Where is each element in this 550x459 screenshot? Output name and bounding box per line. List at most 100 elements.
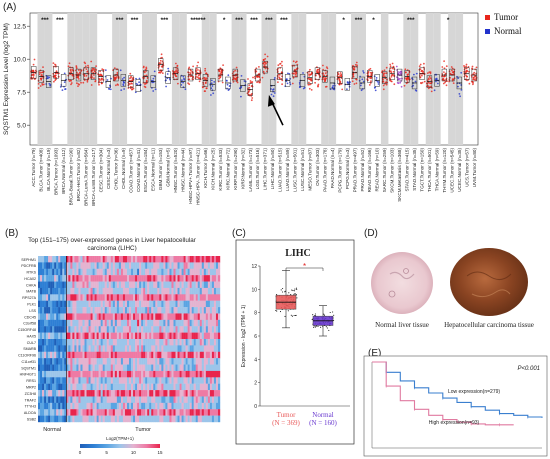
- heatmap-cell: [96, 415, 99, 423]
- heatmap-cell: [100, 294, 103, 301]
- heatmap-cell: [118, 326, 122, 333]
- heatmap-cell: [54, 351, 57, 359]
- heatmap-cell: [183, 319, 186, 327]
- heatmap-cell: [175, 313, 178, 321]
- heatmap-cell: [96, 294, 99, 301]
- data-point: [72, 77, 75, 80]
- heatmap-cell: [165, 396, 168, 404]
- data-point: [101, 77, 103, 80]
- heatmap-cell: [88, 313, 91, 321]
- heatmap-cell: [124, 351, 128, 359]
- heatmap-cell: [153, 262, 156, 269]
- x-tick-label: PRAD.Tumor (n=497): [352, 148, 357, 193]
- heatmap-cell: [191, 326, 194, 333]
- heatmap-cell: [90, 256, 93, 263]
- significance-marker: *: [303, 262, 306, 271]
- heatmap-cell: [54, 415, 57, 423]
- heatmap-cell: [108, 275, 111, 282]
- heatmap-cell: [177, 268, 180, 276]
- heatmap-cell: [98, 287, 101, 295]
- heatmap-cell: [161, 345, 164, 352]
- heatmap-cell: [203, 383, 207, 391]
- heatmap-cell: [60, 326, 63, 333]
- heatmap-cell: [64, 351, 67, 359]
- heatmap-cell: [40, 409, 43, 416]
- heatmap-cell: [203, 287, 207, 295]
- heatmap-cell: [70, 351, 73, 359]
- heatmap-cell: [94, 377, 97, 384]
- heatmap-cell: [155, 351, 158, 359]
- heatmap-cell: [92, 256, 95, 263]
- heatmap-cell: [56, 307, 59, 314]
- heatmap-cell: [151, 275, 154, 282]
- heatmap-cell: [88, 351, 91, 359]
- heatmap-cell: [44, 281, 47, 289]
- heatmap-cell: [163, 339, 166, 346]
- heatmap-cell: [175, 332, 178, 340]
- data-point: [427, 81, 430, 84]
- heatmap-cell: [157, 377, 160, 384]
- data-point: [382, 80, 385, 83]
- heatmap-cell: [141, 377, 144, 384]
- heatmap-cell: [114, 415, 118, 423]
- heatmap-cell: [187, 268, 190, 276]
- heatmap-cell: [159, 396, 162, 404]
- heatmap-cell: [143, 294, 146, 301]
- y-tick-label: 0: [254, 404, 257, 410]
- heatmap-cell: [179, 377, 182, 384]
- heatmap-cell: [70, 313, 73, 321]
- heatmap-cell: [126, 313, 130, 321]
- heatmap-cell: [60, 402, 63, 410]
- heatmap-cell: [88, 268, 91, 276]
- x-tick-label: ACC.Tumor (n=79): [31, 148, 36, 187]
- heatmap-cell: [151, 364, 154, 372]
- heatmap-cell: [118, 275, 122, 282]
- heatmap-cell: [112, 300, 116, 308]
- heatmap-cell: [120, 319, 124, 327]
- heatmap-cell: [151, 383, 154, 391]
- heatmap-cell: [215, 256, 219, 263]
- shaded-band: [67, 13, 75, 145]
- heatmap-cell: [52, 364, 55, 372]
- data-point: [235, 78, 238, 81]
- data-point: [406, 69, 409, 71]
- heatmap-cell: [199, 281, 202, 289]
- heatmap-cell: [167, 319, 170, 327]
- heatmap-cell: [72, 377, 75, 384]
- heatmap-cell: [191, 383, 194, 391]
- x-tick-label: READ.Normal (n=10): [375, 148, 380, 192]
- heatmap-cell: [86, 256, 89, 263]
- data-point: [52, 75, 55, 78]
- heatmap-cell: [153, 307, 156, 314]
- data-point: [473, 71, 476, 74]
- x-tick-label: SARC.Tumor (n=259): [382, 148, 387, 193]
- heatmap-cell: [48, 281, 51, 289]
- heatmap-cell: [181, 390, 184, 397]
- heatmap-cell: [78, 345, 81, 352]
- data-point: [399, 81, 402, 84]
- heatmap-cell: [38, 313, 41, 321]
- heatmap-cell: [173, 319, 176, 327]
- heatmap-cell: [44, 358, 47, 365]
- data-point: [445, 65, 448, 68]
- heatmap-cell: [46, 281, 49, 289]
- heatmap-cell: [124, 390, 128, 397]
- data-point: [183, 77, 185, 80]
- heatmap-cell: [203, 268, 207, 276]
- heatmap-cell: [66, 281, 69, 289]
- heatmap-cell: [72, 268, 75, 276]
- heatmap-cell: [193, 319, 196, 327]
- heatmap-cell: [143, 383, 146, 391]
- heatmap-cell: [181, 345, 184, 352]
- data-point: [117, 84, 119, 86]
- heatmap-cell: [183, 281, 186, 289]
- heatmap-cell: [110, 287, 114, 295]
- heatmap-cell: [189, 345, 192, 352]
- heatmap-cell: [195, 390, 198, 397]
- heatmap-cell: [74, 370, 77, 378]
- heatmap-cell: [116, 287, 120, 295]
- heatmap-cell: [68, 383, 71, 391]
- heatmap-cell: [58, 268, 61, 276]
- heatmap-cell: [50, 345, 53, 352]
- heatmap-cell: [153, 294, 156, 301]
